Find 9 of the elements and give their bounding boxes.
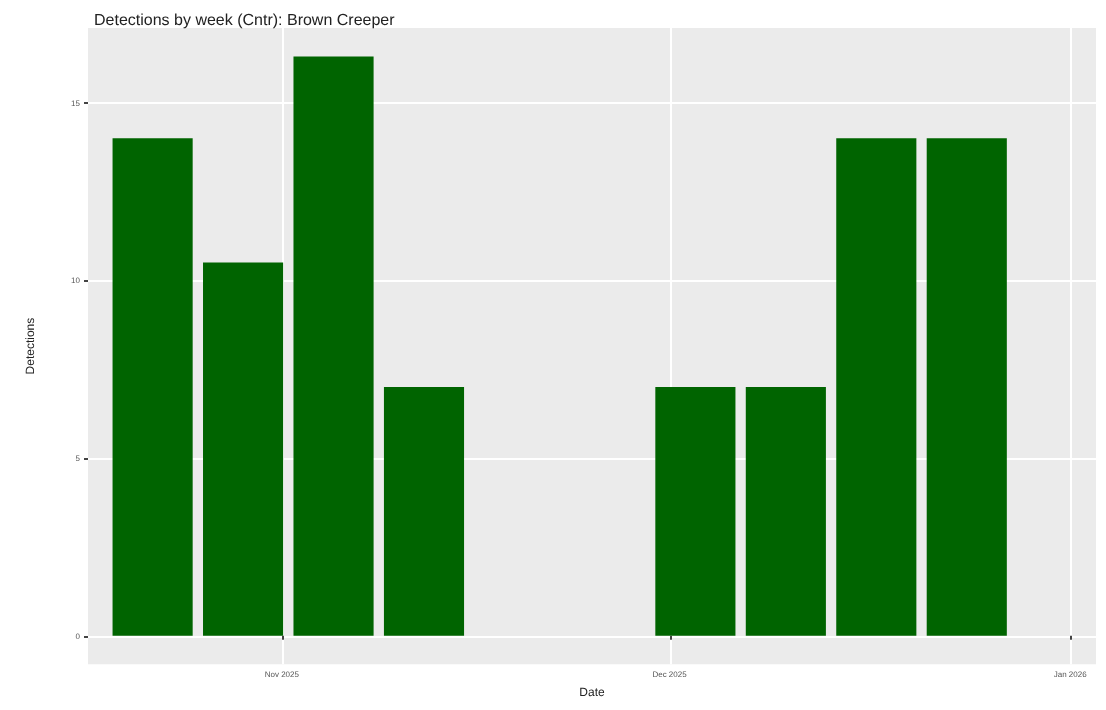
bar xyxy=(383,386,465,636)
bar xyxy=(836,138,917,636)
chart-title: Detections by week (Cntr): Brown Creeper xyxy=(94,11,396,29)
bar xyxy=(655,386,736,636)
bar xyxy=(293,56,374,636)
bar xyxy=(112,138,193,636)
bar xyxy=(745,386,826,636)
bar xyxy=(926,138,1007,636)
bar xyxy=(203,262,284,636)
